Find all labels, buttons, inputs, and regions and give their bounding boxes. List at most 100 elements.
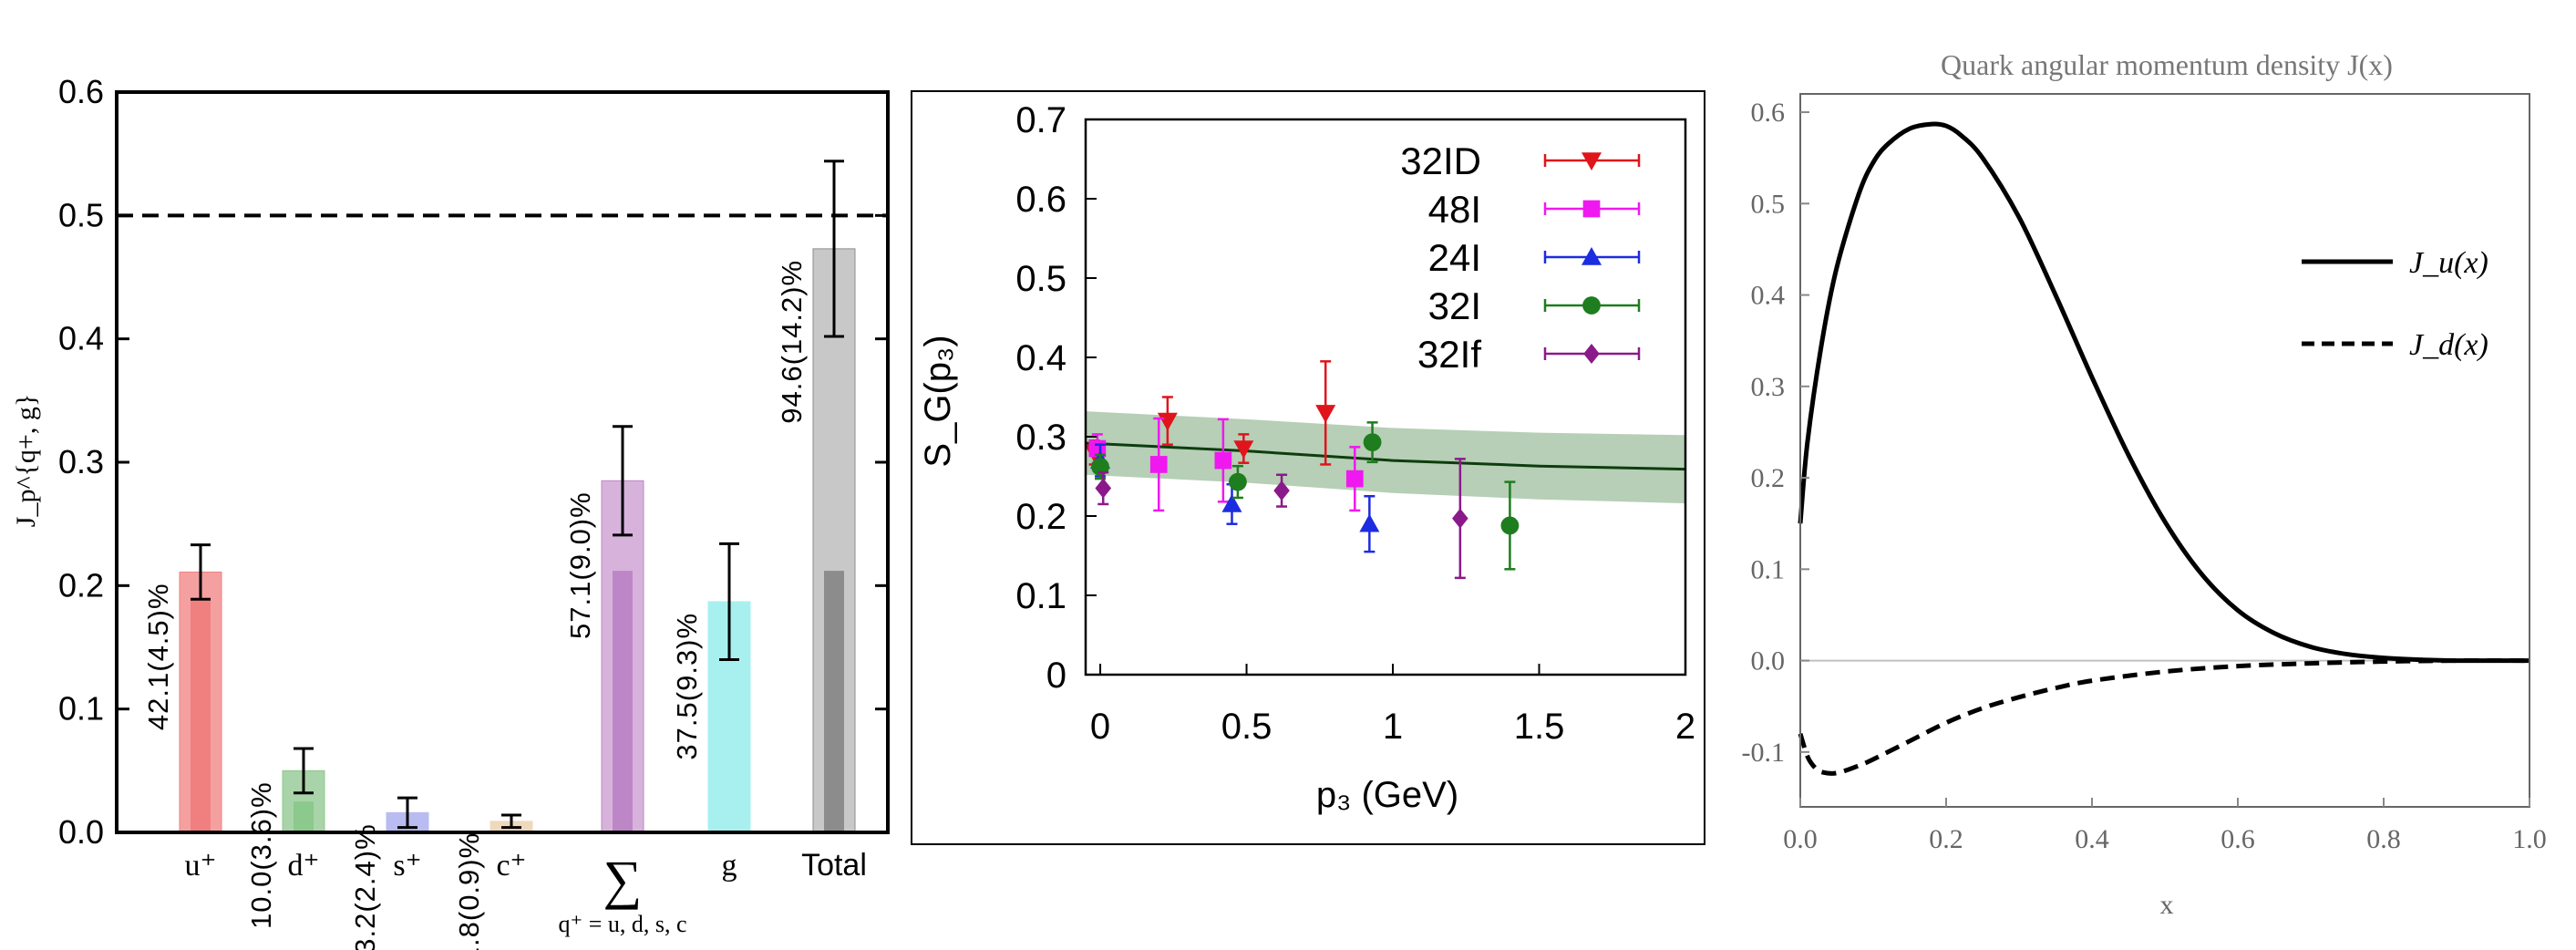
inner-bar-4 xyxy=(613,571,633,832)
data-point xyxy=(1452,508,1468,529)
data-point xyxy=(1273,480,1290,501)
x-tick-label-2: s⁺ xyxy=(393,849,421,883)
bar-percentage-label-2: 3.2(2.4)% xyxy=(349,823,381,950)
panel-border xyxy=(911,90,1705,845)
y-tick-label-5: 0.5 xyxy=(1015,259,1066,299)
inner-bar-1 xyxy=(294,801,314,832)
bar-percentage-label-4: 57.1(9.0)% xyxy=(564,491,596,639)
y-tick-label-6: 0.6 xyxy=(1015,180,1066,220)
fit-band xyxy=(1086,411,1685,504)
bar-series xyxy=(179,248,856,833)
legend-label-0: J_u(x) xyxy=(2409,246,2488,280)
legend-marker-1 xyxy=(1582,200,1601,218)
x-tick-label-3: 0.6 xyxy=(2221,824,2255,854)
data-series xyxy=(1084,360,1520,580)
legend-marker-4 xyxy=(1583,344,1600,364)
bar-percentage-labels: 42.1(4.5)% 10.0(3.6)% 3.2(2.4)% 1.8(0.9)% 57… xyxy=(142,260,808,950)
y-tick-label-6: 0.6 xyxy=(58,73,104,110)
bar-percentage-label-6: 94.6(14.2)% xyxy=(776,260,808,424)
x-tick-label-2: 1 xyxy=(1383,707,1403,747)
y-tick-labels: 0 0.1 0.2 0.3 0.4 0.5 0.6 0.7 xyxy=(1015,100,1097,696)
x-tick-label-5: g xyxy=(722,849,737,883)
legend-label-3: 32I xyxy=(1428,284,1481,327)
y-tick-label-6: 0.5 xyxy=(1751,189,1786,219)
scatter-chart-panel: 0 0.1 0.2 0.3 0.4 0.5 0.6 0.7 0 0.5 1 1.5 2 32ID 48I… xyxy=(911,90,1705,845)
fit-line xyxy=(1085,441,1686,471)
x-tick-label-0: 0 xyxy=(1090,707,1110,747)
y-tick-label-2: 0.2 xyxy=(58,566,104,604)
legend-label-4: 32If xyxy=(1417,333,1481,376)
y-tick-label-2: 0.2 xyxy=(1015,497,1066,537)
y-tick-label-7: 0.6 xyxy=(1751,98,1786,128)
y-tick-label-4: 0.4 xyxy=(58,320,104,357)
plot-frame xyxy=(1084,118,1687,676)
data-point xyxy=(1229,472,1247,491)
x-tick-label-3: 1.5 xyxy=(1514,707,1565,747)
x-tick-label-0: 0.0 xyxy=(1783,824,1818,854)
legend-label-0: 32ID xyxy=(1400,139,1481,182)
data-point xyxy=(1500,516,1520,535)
x-tick-label-1: 0.2 xyxy=(1929,824,1963,854)
inner-bar-6 xyxy=(824,571,844,832)
y-axis-label: S_G(p₃) xyxy=(918,335,958,467)
x-tick-label-5: 1.0 xyxy=(2512,824,2547,854)
legend-label-1: 48I xyxy=(1428,188,1481,231)
legend-label-2: 24I xyxy=(1428,236,1481,279)
data-point xyxy=(1359,513,1380,532)
x-tick-label-2: 0.4 xyxy=(2075,824,2109,854)
plot-frame xyxy=(115,90,890,834)
sum-sublabel: q⁺ = u, d, s, c xyxy=(558,911,686,937)
data-point xyxy=(1345,470,1364,488)
jd-curve xyxy=(1798,658,2530,776)
legend-marker-0 xyxy=(1582,152,1602,170)
y-tick-label-3: 0.3 xyxy=(1015,418,1066,458)
y-tick-label-0: -0.1 xyxy=(1742,738,1786,768)
x-tick-label-4: 2 xyxy=(1675,707,1695,747)
y-tick-label-5: 0.4 xyxy=(1751,281,1786,311)
series-48I xyxy=(1088,417,1364,512)
bar-percentage-label-3: 1.8(0.9)% xyxy=(453,832,485,950)
x-axis-label: x xyxy=(2160,890,2174,920)
y-tick-label-1: 0.1 xyxy=(58,690,104,728)
data-point xyxy=(1363,433,1382,451)
series-32If xyxy=(1095,458,1468,580)
y-tick-label-1: 0.1 xyxy=(1015,576,1066,616)
x-tick-labels: 0 0.5 1 1.5 2 xyxy=(1090,664,1695,747)
y-tick-label-5: 0.5 xyxy=(58,196,104,233)
y-tick-label-4: 0.4 xyxy=(1015,338,1066,378)
y-tick-label-3: 0.2 xyxy=(1751,463,1786,493)
y-tick-label-3: 0.3 xyxy=(58,443,104,480)
legend-marker-2 xyxy=(1582,247,1602,265)
y-tick-label-2: 0.1 xyxy=(1751,554,1786,584)
data-point xyxy=(1214,451,1232,470)
y-tick-label-1: 0.0 xyxy=(1751,646,1786,676)
y-tick-label-4: 0.3 xyxy=(1751,372,1786,402)
legend: 32ID 48I 24I 32I 32If xyxy=(1400,139,1641,376)
y-tick-label-0: 0.0 xyxy=(58,813,104,851)
data-point xyxy=(1315,405,1336,423)
x-tick-label-1: 0.5 xyxy=(1221,707,1273,747)
x-tick-label-6: Total xyxy=(801,848,867,883)
chart-title: Quark angular momentum density J(x) xyxy=(1941,48,2393,81)
x-axis-label: p₃ (GeV) xyxy=(1316,775,1458,815)
data-point xyxy=(1149,456,1168,473)
y-tick-label-0: 0 xyxy=(1046,656,1066,696)
series-32I xyxy=(1091,421,1520,571)
y-axis-label: J_p^{q+, g} xyxy=(11,394,41,527)
inner-bar-0 xyxy=(191,597,211,832)
ju-curve xyxy=(1798,121,2530,664)
x-tick-labels: 0.0 0.2 0.4 0.6 0.8 1.0 xyxy=(1783,798,2547,854)
legend-label-1: J_d(x) xyxy=(2409,328,2488,362)
data-point xyxy=(1095,478,1112,499)
y-tick-labels: -0.1 0.0 0.1 0.2 0.3 0.4 0.5 0.6 xyxy=(1742,98,1809,768)
bar-percentage-label-5: 37.5(9.3)% xyxy=(671,613,703,760)
x-tick-label-0: u⁺ xyxy=(185,849,217,883)
x-tick-labels: u⁺ d⁺ s⁺ c⁺ ∑ g Total xyxy=(185,848,867,910)
line-chart-panel: Quark angular momentum density J(x) -0.1… xyxy=(1742,48,2547,920)
legend: J_u(x) J_d(x) xyxy=(2302,246,2488,362)
data-point xyxy=(1221,493,1242,512)
y-tick-label-7: 0.7 xyxy=(1015,100,1066,140)
bar-chart-panel: 42.1(4.5)% 10.0(3.6)% 3.2(2.4)% 1.8(0.9)% 57… xyxy=(11,73,890,950)
x-tick-label-4: 0.8 xyxy=(2366,824,2401,854)
